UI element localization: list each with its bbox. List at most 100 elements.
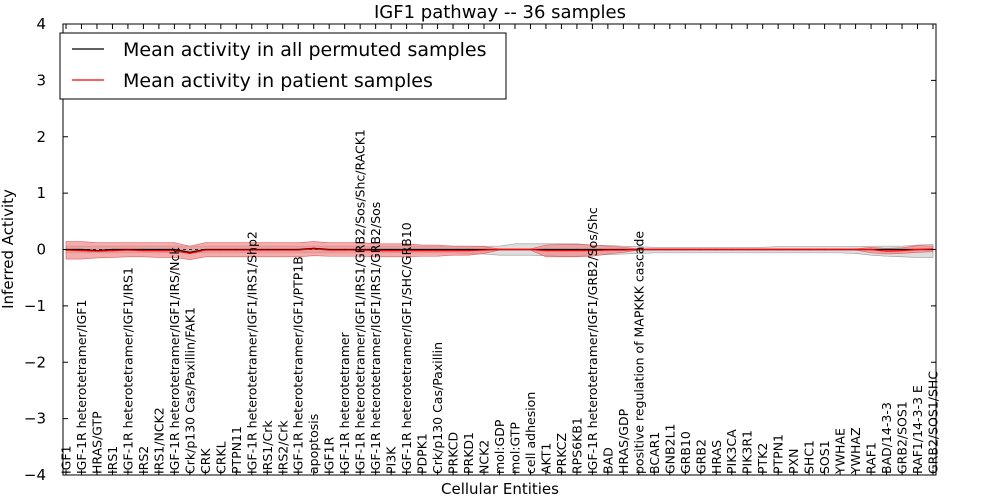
category-label: GRB2/SOS1 (895, 401, 910, 474)
patient-mean-line-point (158, 250, 160, 252)
y-tick-label: 2 (36, 128, 46, 146)
category-label: IGF-1R heterotetramer/IGF1 (74, 300, 89, 474)
y-tick-label: −1 (24, 297, 46, 315)
patient-mean-line-point (684, 248, 686, 251)
category-label: IGF-1R heterotetramer/IGF1/IRS1 (120, 267, 135, 474)
category-label: IGF1 (59, 445, 74, 474)
patient-mean-line-point (653, 248, 655, 251)
category-label: NCK2 (477, 440, 492, 474)
patient-mean-line-point (638, 248, 640, 251)
permuted-mean-line-point (421, 248, 423, 251)
chart-title: IGF1 pathway -- 36 samples (374, 2, 626, 23)
patient-mean-line-point (235, 249, 237, 251)
patient-mean-line-point (111, 250, 114, 252)
patient-band (65, 241, 934, 260)
patient-mean-line-point (142, 250, 145, 252)
category-label: mol:GDP (492, 419, 507, 474)
patient-mean-line-point (313, 248, 315, 250)
category-label: PRKCD (446, 432, 461, 474)
patient-mean-line-point (591, 250, 593, 252)
patient-mean-line-point (514, 248, 516, 251)
patient-mean-line-point (467, 250, 470, 252)
patient-mean-line-point (390, 250, 392, 252)
category-label: HRAS/GDP (616, 408, 631, 474)
category-label: CRKL (213, 441, 228, 474)
patient-mean-line-point (901, 250, 903, 252)
patient-mean-line-point (344, 249, 346, 251)
patient-mean-line-point (251, 249, 253, 251)
category-label: apoptosis (306, 414, 321, 474)
patient-mean-line-point (80, 250, 83, 252)
category-labels: IGF1 IGF-1R heterotetramer/IGF1 HRAS/GTP IR… (59, 24, 941, 475)
patient-mean-line-point (700, 248, 702, 251)
y-tick-label: 0 (36, 241, 46, 259)
category-label: IGF-1R heterotetramer/IGF1/GRB2/Sos/Shc (585, 207, 600, 474)
patient-mean-line-point (282, 249, 284, 251)
category-label: PIK3R1 (740, 430, 755, 474)
patient-mean-line-point (576, 250, 578, 252)
legend: Mean activity in all permuted samples Me… (59, 32, 507, 100)
permuted-mean-line-point (158, 248, 160, 251)
y-tick-label: −4 (24, 466, 46, 484)
permuted-mean-line-point (560, 248, 563, 251)
permuted-mean-line-point (545, 248, 547, 251)
category-label: PI3K (384, 446, 399, 474)
patient-mean-line-point (220, 249, 222, 251)
category-label: GRB10 (678, 431, 693, 474)
permuted-mean-line-point (467, 248, 470, 251)
patient-mean-line-point (406, 250, 408, 252)
legend-box (59, 32, 507, 100)
permuted-mean-line-point (436, 248, 439, 251)
series-layer (65, 247, 934, 255)
patient-mean-line-point (808, 248, 810, 251)
category-label: IGF-1R heterotetramer/IGF1/IRS1/GRB2/Sos (368, 202, 383, 474)
legend-permuted-label: Mean activity in all permuted samples (123, 39, 486, 61)
patient-mean-line-point (824, 248, 826, 251)
category-label: SOS1 (817, 440, 832, 474)
category-label: IGF-1R heterotetramer (337, 331, 352, 474)
x-axis-label: Cellular Entities (441, 480, 559, 498)
permuted-mean-line-point (406, 248, 408, 251)
category-label: PTK2 (755, 443, 770, 474)
category-label: PTPN1 (771, 434, 786, 474)
permuted-mean-line-point (173, 248, 175, 251)
patient-mean-line-point (777, 248, 779, 251)
patient-mean-line-point (436, 250, 439, 252)
category-label: IGF-1R heterotetramer/IGF1/PTP1B (291, 256, 306, 474)
category-label: PXN (786, 449, 801, 474)
category-label: Crk/p130 Cas/Paxillin/FAK1 (182, 307, 197, 474)
category-label: PIK3CA (724, 429, 739, 474)
patient-mean-line-point (669, 248, 671, 251)
category-label: mol:GTP (507, 422, 522, 474)
category-label: IRS1/NCK2 (151, 407, 166, 474)
y-tick-label: 4 (36, 15, 46, 33)
patient-mean-line-point (359, 249, 361, 251)
category-label: IGF1R (322, 436, 337, 474)
y-tick-label: −3 (24, 410, 46, 428)
patient-mean-line-point (204, 249, 206, 251)
permuted-mean-line-point (885, 248, 888, 251)
category-label: GRB2 (693, 439, 708, 474)
category-label: HRAS/GTP (89, 411, 104, 474)
permuted-mean-line-point (189, 251, 191, 253)
patient-mean-line-point (96, 250, 98, 252)
category-label: IGF-1R heterotetramer/IGF1/IRS1/GRB2/Sos… (353, 129, 368, 474)
category-label: BAD (600, 447, 615, 474)
category-label: Crk/p130 Cas/Paxillin (430, 342, 445, 474)
y-axis-label: Inferred Activity (0, 189, 17, 309)
category-label: IRS1/Crk (260, 420, 275, 474)
patient-mean-line-point (545, 250, 547, 252)
patient-mean-line-point (266, 249, 268, 251)
category-label: PRKD1 (461, 432, 476, 474)
patient-band-layer (65, 241, 934, 260)
category-label: BCAR1 (647, 432, 662, 474)
patient-mean-line-point (839, 248, 841, 251)
patient-mean-line-point (127, 249, 129, 251)
patient-mean-line-point (731, 248, 733, 251)
category-label: CRK (198, 448, 213, 474)
permuted-mean-line-point (375, 248, 377, 251)
category-label: AKT1 (538, 443, 553, 474)
category-label: BAD/14-3-3 (879, 402, 894, 474)
category-label: IRS2/Crk (275, 420, 290, 474)
